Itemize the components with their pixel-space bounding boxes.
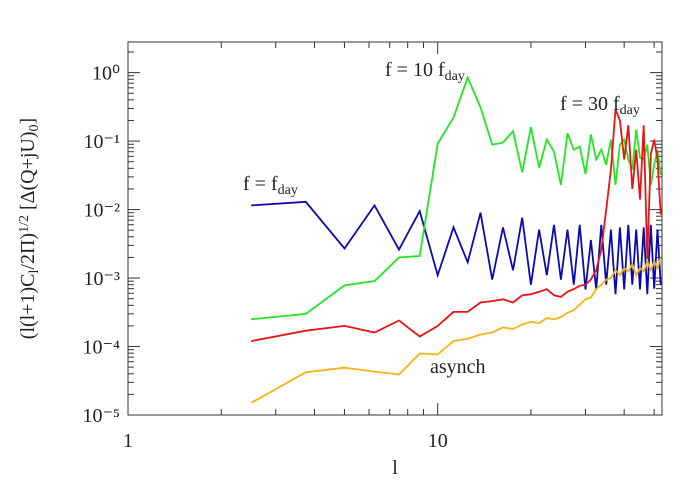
series-label-part: f = f — [243, 173, 278, 195]
series-line — [250, 257, 662, 404]
series-label: f = fday — [243, 173, 298, 198]
x-axis-label: l — [392, 457, 398, 479]
y-tick-label: 10⁻² — [83, 200, 120, 222]
y-axis-label: (l(l+1)Cl/2Π)1/2 [Δ(Q+jU)0] — [17, 118, 42, 339]
y-tick-label: 10⁻⁵ — [82, 405, 120, 427]
series-label-part: f = 10 f — [385, 59, 445, 81]
series-label: asynch — [430, 356, 486, 378]
y-axis-label-part: /2Π) — [17, 233, 39, 270]
series-label: f = 30 fday — [560, 93, 640, 118]
series-line — [251, 109, 662, 342]
series-label-part: asynch — [430, 356, 486, 378]
y-tick-label: 10⁻¹ — [83, 131, 120, 153]
series-label-part: day — [620, 103, 640, 118]
x-tick-label: 10 — [428, 430, 448, 452]
y-axis-label-part: l — [27, 269, 42, 273]
plot-frame — [127, 41, 663, 416]
y-axis-label-part: (l(l+1)C — [17, 273, 39, 339]
series-label-part: f = 30 f — [560, 93, 620, 115]
y-axis-label-part: 0 — [27, 124, 42, 131]
y-tick-label: 10⁻⁴ — [82, 337, 120, 359]
y-axis-label-part: 1/2 — [17, 215, 32, 233]
y-axis-label-part: ] — [17, 118, 39, 125]
series-label: f = 10 fday — [385, 59, 465, 84]
series-label-part: day — [278, 183, 298, 198]
series-label-part: day — [445, 69, 465, 84]
x-tick-label: 1 — [123, 430, 133, 452]
series-line — [251, 200, 662, 295]
y-tick-label: 10⁰ — [92, 63, 120, 85]
series-line — [251, 75, 662, 321]
y-tick-label: 10⁻³ — [83, 268, 120, 290]
y-axis-label-part: [Δ(Q+jU) — [17, 131, 39, 215]
